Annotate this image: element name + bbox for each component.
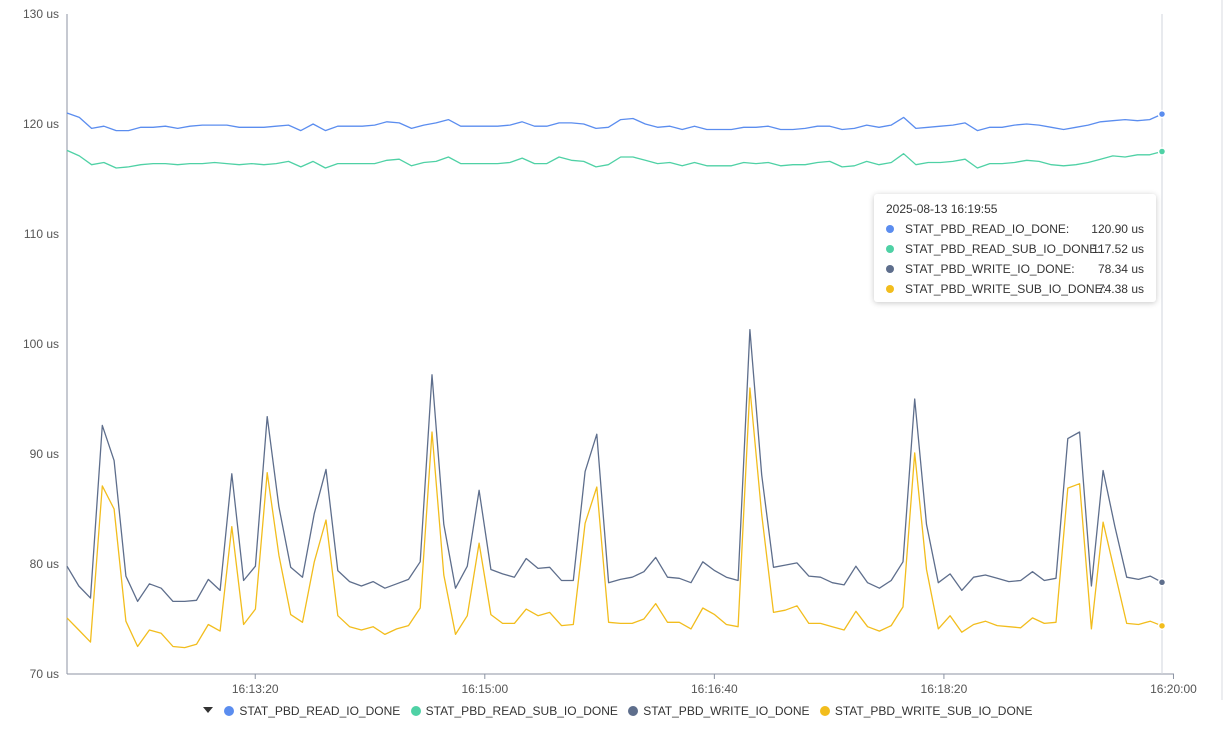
y-tick-label: 70 us [30,667,59,681]
legend-item-write-sub-io-done[interactable]: STAT_PBD_WRITE_SUB_IO_DONE [819,704,1033,718]
y-tick-label: 110 us [24,227,59,241]
tooltip-series-value: 74.38 us [1097,282,1144,296]
x-tick-label: 16:15:00 [461,682,508,696]
tooltip-series-name: STAT_PBD_WRITE_IO_DONE: [905,262,1075,276]
tooltip-row: STAT_PBD_READ_IO_DONE: 120.90 us [886,222,1144,238]
series-point-stat-pbd-read-io-done [1157,109,1167,119]
y-tick-label: 100 us [23,337,59,351]
legend-swatch [628,706,639,716]
series-color-dot [886,225,894,233]
y-tick-label: 80 us [30,557,59,571]
series-line-stat-pbd-read-sub-io-done [66,149,1163,169]
tooltip-series-name: STAT_PBD_WRITE_SUB_IO_DONE: [905,282,1106,296]
series-color-dot [886,245,894,253]
y-tick-label: 120 us [23,117,59,131]
series-color-dot [886,265,894,273]
legend-swatch [819,706,830,716]
hover-tooltip: 2025-08-13 16:19:55 STAT_PBD_READ_IO_DON… [874,194,1156,302]
legend-item-read-sub-io-done[interactable]: STAT_PBD_READ_SUB_IO_DONE [410,704,618,718]
x-tick-label: 16:13:20 [232,682,279,696]
series-point-stat-pbd-write-sub-io-done [1157,621,1167,631]
tooltip-series-value: 117.52 us [1092,242,1144,256]
tooltip-series-name: STAT_PBD_READ_IO_DONE: [905,222,1070,236]
x-axis-ticks: 16:13:20 16:15:00 16:16:40 16:18:20 16:20:00 [232,674,1197,696]
tooltip-series-name: STAT_PBD_READ_SUB_IO_DONE: [905,242,1101,256]
legend-item-read-io-done[interactable]: STAT_PBD_READ_IO_DONE [224,704,400,718]
tooltip-row: STAT_PBD_READ_SUB_IO_DONE: 117.52 us [886,242,1144,258]
legend-label: STAT_PBD_READ_IO_DONE [239,704,401,718]
legend-label: STAT_PBD_WRITE_SUB_IO_DONE [834,704,1033,718]
tooltip-series-value: 78.34 us [1097,262,1144,276]
series-hover-points [1157,109,1167,631]
chart-legend: STAT_PBD_READ_IO_DONE STAT_PBD_READ_SUB_… [203,704,1039,720]
tooltip-series-value: 120.90 us [1091,222,1144,236]
legend-label: STAT_PBD_WRITE_IO_DONE [643,704,810,718]
x-tick-label: 16:18:20 [921,682,968,696]
tooltip-row: STAT_PBD_WRITE_SUB_IO_DONE: 74.38 us [886,282,1144,298]
tooltip-timestamp: 2025-08-13 16:19:55 [886,202,998,216]
series-point-stat-pbd-read-sub-io-done [1157,147,1167,156]
y-tick-label: 90 us [30,447,59,461]
legend-item-write-io-done[interactable]: STAT_PBD_WRITE_IO_DONE [628,704,810,718]
y-axis-ticks: 130 us 120 us 110 us 100 us 90 us 80 us 70 us [23,7,59,681]
x-tick-label: 16:20:00 [1150,682,1197,696]
legend-toggle-caret-icon[interactable] [203,707,213,713]
legend-swatch [224,706,235,716]
series-line-stat-pbd-read-io-done [66,112,1163,132]
series-line-stat-pbd-write-io-done [66,329,1163,603]
series-color-dot [886,285,894,293]
y-tick-label: 130 us [23,7,59,21]
series-line-stat-pbd-write-sub-io-done [66,387,1163,649]
x-tick-label: 16:16:40 [691,682,738,696]
series-lines [66,112,1163,649]
legend-label: STAT_PBD_READ_SUB_IO_DONE [425,704,618,718]
series-point-stat-pbd-write-io-done [1157,578,1167,587]
legend-swatch [410,706,421,716]
tooltip-row: STAT_PBD_WRITE_IO_DONE: 78.34 us [886,262,1144,278]
